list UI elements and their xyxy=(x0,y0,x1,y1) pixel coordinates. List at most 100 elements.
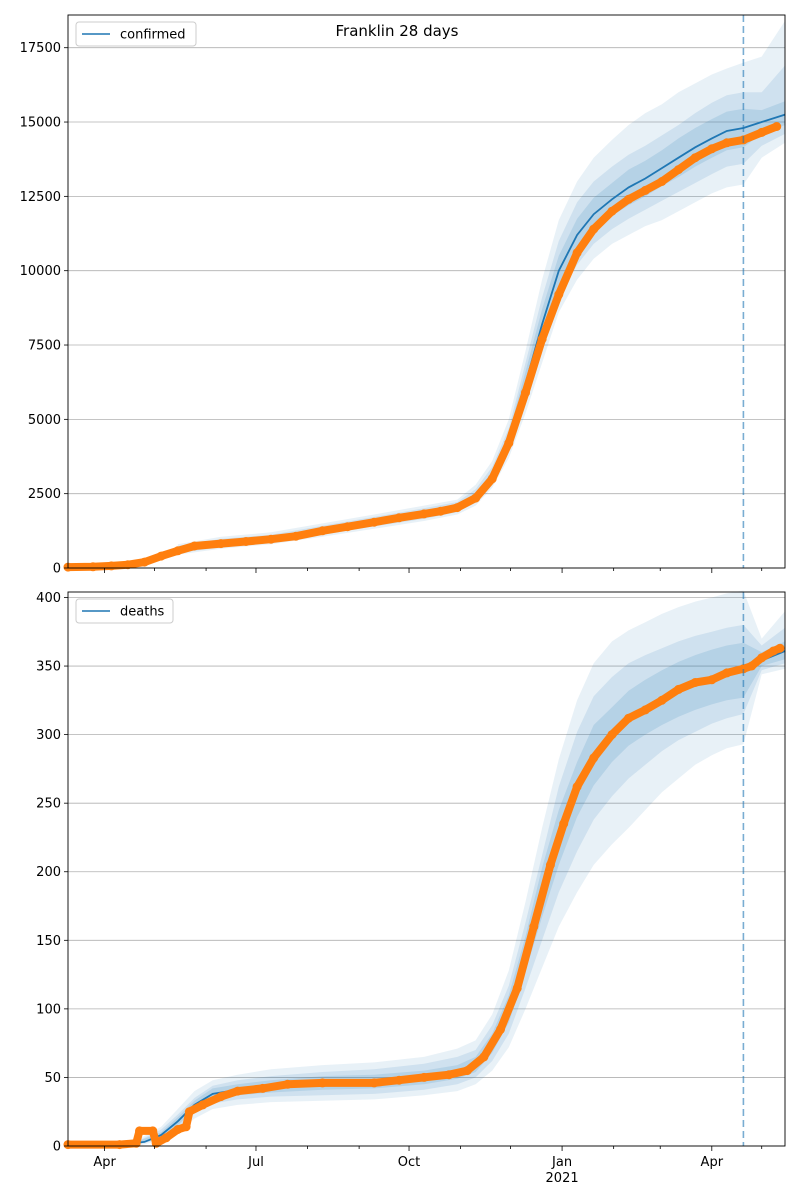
y-tick-label: 2500 xyxy=(28,487,61,502)
observed-point xyxy=(624,194,634,204)
observed-point xyxy=(572,782,582,792)
observed-point xyxy=(529,922,539,932)
observed-point xyxy=(545,860,555,870)
panel-deaths: 0 50 100 150 200 250 300 350 400 Apr Jul Oct Jan202… xyxy=(36,590,786,1186)
observed-point xyxy=(487,474,497,484)
y-tick-label: 400 xyxy=(36,591,61,606)
y-tick-label: 12500 xyxy=(20,190,61,205)
observed-point xyxy=(131,1138,141,1148)
observed-point xyxy=(757,127,767,137)
observed-point xyxy=(419,1072,429,1082)
y-ticks-confirmed: 0 2500 5000 7500 10000 12500 15000 17500 xyxy=(20,41,68,577)
y-tick-label: 300 xyxy=(36,728,61,743)
observed-point xyxy=(106,561,116,571)
observed-point xyxy=(156,551,166,561)
observed-point xyxy=(436,506,446,516)
observed-point xyxy=(233,1086,243,1096)
observed-point xyxy=(318,1078,327,1088)
observed-point xyxy=(496,1024,505,1034)
observed-point xyxy=(640,705,650,715)
legend-deaths: deaths xyxy=(75,598,174,624)
legend-box xyxy=(75,21,197,47)
axes-confirmed xyxy=(67,14,786,569)
observed-point xyxy=(369,517,379,527)
axes-frame xyxy=(67,14,786,569)
x-ticks-confirmed xyxy=(104,568,763,573)
observed-point xyxy=(123,560,133,570)
observed-point xyxy=(772,122,782,131)
y-tick-label: 0 xyxy=(53,562,61,577)
observed-point xyxy=(674,165,683,175)
x-tick-label: Jan xyxy=(551,1155,572,1170)
x-tick-label: Oct xyxy=(398,1155,420,1170)
observed-point xyxy=(452,503,462,513)
y-tick-label: 7500 xyxy=(28,339,61,354)
y-ticks-deaths: 0 50 100 150 200 250 300 350 400 xyxy=(36,591,68,1155)
observed-point xyxy=(181,1122,191,1132)
observed-point xyxy=(88,562,98,572)
observed-point xyxy=(115,1140,125,1150)
observed-point xyxy=(707,675,717,685)
observed-point xyxy=(266,534,276,544)
y-tick-label: 10000 xyxy=(20,264,61,279)
observed-point xyxy=(173,1125,183,1134)
axes-frame xyxy=(67,591,786,1147)
band-inner xyxy=(136,641,785,1145)
observed-point xyxy=(258,1083,268,1093)
observed-point xyxy=(747,661,757,671)
observed-point xyxy=(291,531,301,541)
observed-point xyxy=(216,1092,226,1102)
observed-point xyxy=(690,678,700,687)
observed-point xyxy=(283,1079,293,1089)
observed-point xyxy=(521,388,530,398)
observed-point xyxy=(479,1052,489,1062)
observed-point xyxy=(216,539,226,549)
y-tick-label: 150 xyxy=(36,934,61,949)
observed-point xyxy=(135,1126,144,1136)
band-middle xyxy=(177,65,786,554)
observed-point xyxy=(572,248,582,258)
observed-point xyxy=(757,653,767,663)
band-outer xyxy=(177,20,786,555)
observed-point xyxy=(241,537,251,546)
y-tick-label: 350 xyxy=(36,660,61,675)
x-tick-label: Apr xyxy=(701,1155,724,1170)
observed-point xyxy=(504,438,514,448)
observed-point xyxy=(674,684,683,694)
observed-point xyxy=(189,541,199,551)
observed-point xyxy=(471,493,481,503)
y-tick-label: 17500 xyxy=(20,41,61,56)
y-tick-label: 0 xyxy=(53,1140,61,1155)
observed-point xyxy=(419,509,429,519)
observed-point xyxy=(369,1078,379,1088)
observed-point xyxy=(589,753,599,763)
observed-point xyxy=(722,668,732,678)
panel-confirmed: 0 2500 5000 7500 10000 12500 15000 17500 confir… xyxy=(20,14,786,577)
legend-box xyxy=(75,598,174,624)
observed-point xyxy=(657,177,667,186)
x-tick-sublabel: 2021 xyxy=(546,1171,579,1186)
x-tick-label: Apr xyxy=(93,1155,116,1170)
observed-point xyxy=(640,185,650,195)
observed-point xyxy=(624,713,634,723)
observed-point xyxy=(444,1070,454,1080)
observed-point xyxy=(554,290,564,299)
y-tick-label: 15000 xyxy=(20,116,61,131)
observed-point xyxy=(318,526,327,536)
observed-point xyxy=(343,522,352,532)
legend-confirmed: confirmed xyxy=(75,21,197,47)
observed-point xyxy=(161,1133,171,1143)
observed-point xyxy=(140,557,149,567)
observed-point xyxy=(394,1075,404,1085)
y-tick-label: 50 xyxy=(44,1071,61,1086)
observed-point xyxy=(707,144,717,154)
observed-point xyxy=(690,153,700,163)
observed-point xyxy=(607,730,617,740)
chart-title: Franklin 28 days xyxy=(336,22,459,40)
observed-point xyxy=(394,513,404,523)
axes-deaths xyxy=(67,591,786,1147)
x-tick-label: Jul xyxy=(247,1155,264,1170)
